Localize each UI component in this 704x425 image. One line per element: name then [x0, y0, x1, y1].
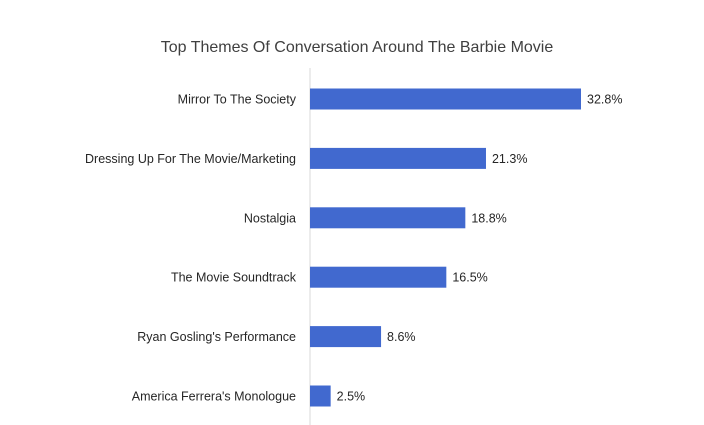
bar-1	[310, 147, 486, 169]
bar-2	[310, 207, 466, 229]
bar-3	[310, 266, 447, 288]
category-label-5: America Ferrera's Monologue	[132, 390, 296, 404]
category-label-3: The Movie Soundtrack	[171, 271, 297, 285]
bar-5	[310, 385, 331, 407]
value-label-2: 18.8%	[471, 211, 506, 225]
category-label-2: Nostalgia	[244, 211, 296, 225]
value-label-0: 32.8%	[587, 93, 622, 107]
value-label-3: 16.5%	[452, 271, 487, 285]
category-label-0: Mirror To The Society	[178, 93, 297, 107]
bars-group	[310, 88, 581, 407]
category-labels-group: Mirror To The Society Dressing Up For The…	[85, 93, 297, 404]
bar-0	[310, 88, 581, 110]
value-label-5: 2.5%	[337, 390, 366, 404]
category-label-1: Dressing Up For The Movie/Marketing	[85, 152, 296, 166]
bar-4	[310, 326, 382, 348]
chart-title: Top Themes Of Conversation Around The Ba…	[161, 39, 554, 56]
value-label-4: 8.6%	[387, 330, 416, 344]
value-label-1: 21.3%	[492, 152, 527, 166]
value-labels-group: 32.8% 21.3% 18.8% 16.5% 8.6% 2.5%	[337, 93, 623, 404]
category-label-4: Ryan Gosling's Performance	[137, 330, 296, 344]
